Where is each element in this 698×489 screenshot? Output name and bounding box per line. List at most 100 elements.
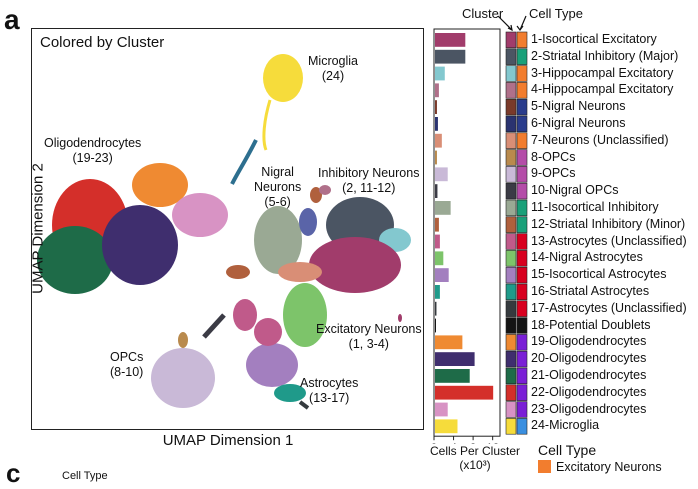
cluster-legend-item-4: 4-Hippocampal Excitatory <box>531 82 674 97</box>
cluster-legend-item-12: 12-Striatal Inhibitory (Minor) <box>531 216 686 231</box>
cluster-swatch-14 <box>505 250 517 267</box>
umap-cloud-nigral-small <box>226 265 250 279</box>
celltype-swatch-18 <box>516 317 528 334</box>
cluster-swatch-13 <box>505 233 517 250</box>
bar-cluster-21 <box>435 369 470 383</box>
cluster-legend-item-2: 2-Striatal Inhibitory (Major) <box>531 48 679 63</box>
bar-cluster-14 <box>435 251 444 266</box>
cluster-legend-item-16: 16-Striatal Astrocytes <box>531 283 650 298</box>
cluster-legend-item-13: 13-Astrocytes (Unclassified) <box>531 233 687 248</box>
cluster-legend-item-1: 1-Isocortical Excitatory <box>531 32 657 46</box>
celltype-swatch-7 <box>516 132 528 149</box>
bar-cluster-12 <box>435 217 439 232</box>
cluster-legend-item-8: 8-OPCs <box>531 149 576 164</box>
bar-xtick-label-0: 0 <box>431 441 438 444</box>
cluster-swatch-6 <box>505 115 517 133</box>
label-opcs: OPCs (8-10) <box>110 350 144 379</box>
umap-cloud-oligo-21 <box>37 226 113 294</box>
cluster-legend-item-18: 18-Potential Doublets <box>531 317 651 332</box>
arrow-celltype-icon <box>519 15 527 31</box>
bar-cluster-18 <box>435 318 436 333</box>
cluster-legend-item-19: 19-Oligodendrocytes <box>531 334 647 349</box>
bar-xtick-label-8: 8 <box>470 441 477 444</box>
umap-cloud-oligo-23 <box>172 193 228 237</box>
umap-ylabel: UMAP Dimension 2 <box>29 163 47 294</box>
celltype-swatch-11 <box>516 199 528 217</box>
bar-cluster-10 <box>435 184 438 198</box>
cluster-swatch-2 <box>505 48 517 65</box>
cluster-swatch-5 <box>505 98 517 116</box>
umap-cloud-isocortical-inhibitory <box>254 206 302 274</box>
umap-plot-frame <box>31 28 424 430</box>
panel-letter-a: a <box>4 4 20 35</box>
celltype-swatch-19 <box>516 334 528 351</box>
cluster-swatch-23 <box>505 401 517 418</box>
cluster-legend-item-21: 21-Oligodendrocytes <box>531 367 647 382</box>
celltype-swatch-13 <box>516 233 528 250</box>
cluster-swatch-22 <box>505 384 517 401</box>
cluster-legend-item-20: 20-Oligodendrocytes <box>531 351 647 366</box>
celltype-swatch <box>538 460 551 473</box>
celltype-swatch-21 <box>516 367 528 385</box>
umap-trail-astro-17 <box>298 400 310 410</box>
bar-cluster-15 <box>435 268 449 282</box>
cluster-swatch-11 <box>505 199 517 217</box>
cells-per-cluster-chart: 0 4 8 12 <box>431 28 528 444</box>
bar-cluster-1 <box>435 33 466 47</box>
bar-cluster-8 <box>435 150 437 165</box>
cluster-legend-item-5: 5-Nigral Neurons <box>531 99 626 114</box>
celltype-swatch-2 <box>516 48 528 65</box>
umap-cloud-astro-unclassified <box>254 318 282 346</box>
celltype-swatch-1 <box>516 31 528 49</box>
umap-cloud-outlier <box>398 314 402 322</box>
bar-cluster-5 <box>435 100 437 114</box>
celltype-swatch-22 <box>516 384 528 401</box>
panel-letter-c: c <box>6 458 21 488</box>
bar-xtick-label-4: 4 <box>450 441 457 444</box>
cluster-swatch-24 <box>505 418 517 435</box>
bar-cluster-13 <box>435 234 440 249</box>
celltype-legend-title: Cell Type <box>538 442 597 458</box>
header-celltype: Cell Type <box>529 6 583 21</box>
label-microglia: Microglia (24) <box>308 54 359 83</box>
cluster-swatch-3 <box>505 65 517 82</box>
cluster-swatch-20 <box>505 350 517 368</box>
umap-cloud-nigral <box>299 208 317 236</box>
celltype-swatch-8 <box>516 149 528 166</box>
bar-plot-frame <box>433 28 501 437</box>
celltype-swatch-5 <box>516 98 528 116</box>
umap-cloud-excitatory <box>309 237 401 293</box>
panel-c-celltype-label: Cell Type <box>62 470 108 482</box>
celltype-swatch-9 <box>516 166 528 183</box>
umap-cloud-oligo-19 <box>132 163 188 207</box>
cluster-swatch-19 <box>505 334 517 351</box>
bar-cluster-9 <box>435 167 448 182</box>
header-cluster: Cluster <box>462 6 504 21</box>
bar-cluster-24 <box>435 419 458 434</box>
cluster-swatch-15 <box>505 266 517 284</box>
celltype-swatch-4 <box>516 82 528 99</box>
celltype-swatch-24 <box>516 418 528 435</box>
celltype-swatch-23 <box>516 401 528 418</box>
bar-cluster-20 <box>435 352 475 366</box>
bar-cluster-22 <box>435 385 494 400</box>
umap-cloud-striatal-minor <box>310 187 322 203</box>
celltype-swatch-15 <box>516 266 528 284</box>
bar-cluster-23 <box>435 402 448 417</box>
header-arrows <box>497 15 527 32</box>
umap-cloud-striatal-astro <box>274 384 306 402</box>
cluster-legend-item-22: 22-Oligodendrocytes <box>531 384 647 399</box>
umap-cloud-opcs <box>151 348 215 408</box>
bar-xtick-label-12: 12 <box>486 441 500 444</box>
umap-cloud-isocortical-astro <box>246 343 298 387</box>
label-nigral-neurons: Nigral Neurons (5-6) <box>254 165 302 209</box>
cluster-legend-item-23: 23-Oligodendrocytes <box>531 401 647 416</box>
cluster-swatch-4 <box>505 82 517 99</box>
celltype-swatch-14 <box>516 250 528 267</box>
umap-xlabel: UMAP Dimension 1 <box>162 432 294 449</box>
cluster-swatch-12 <box>505 216 517 233</box>
cluster-legend-item-24: 24-Microglia <box>531 418 600 433</box>
celltype-legend-item: Excitatory Neurons <box>538 460 662 474</box>
cluster-legend-item-9: 9-OPCs <box>531 166 576 181</box>
cluster-legend-item-6: 6-Nigral Neurons <box>531 115 626 130</box>
